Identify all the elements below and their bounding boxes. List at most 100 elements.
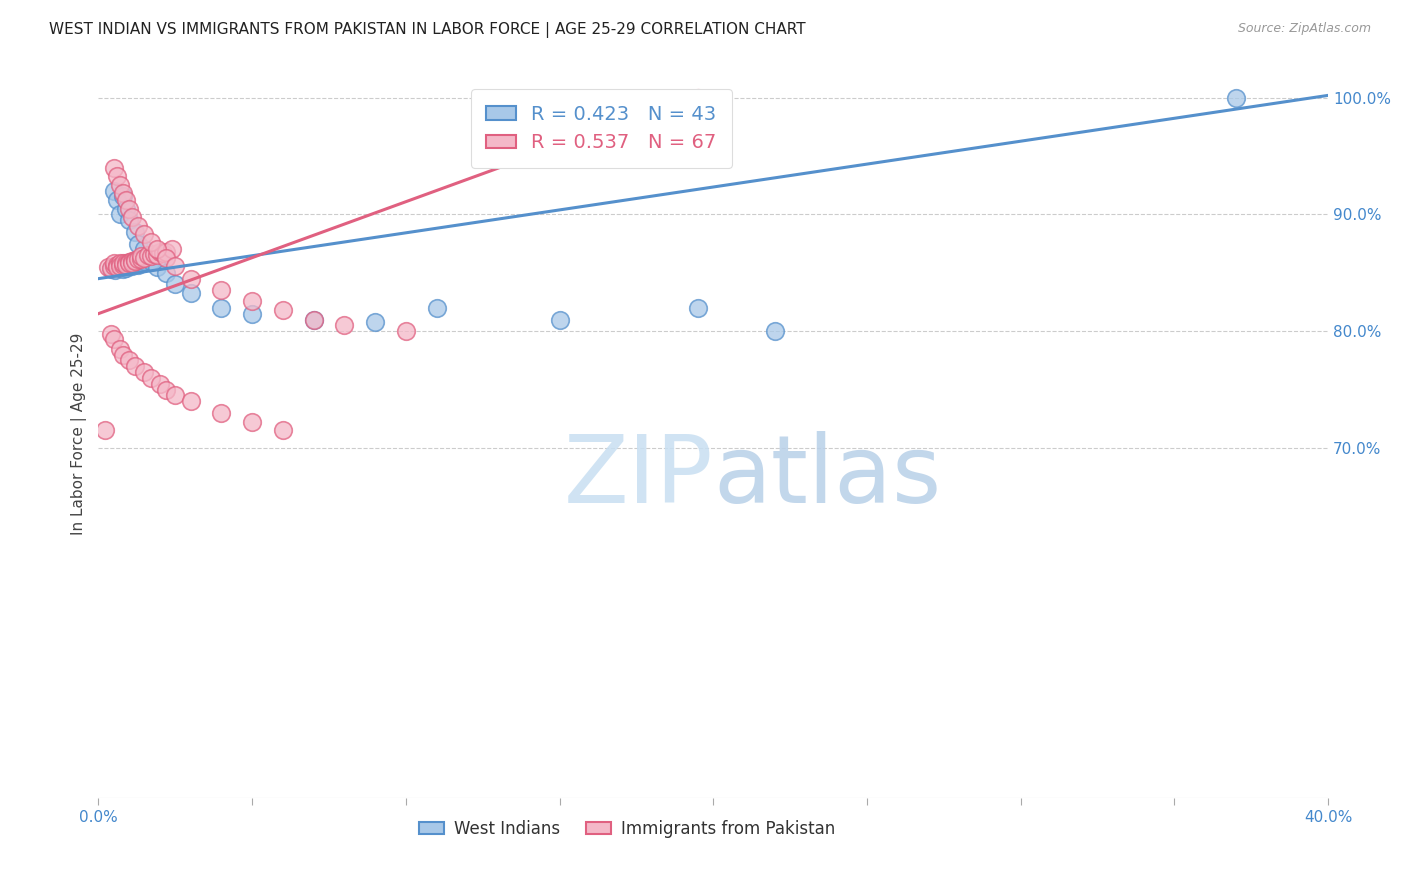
Point bbox=[686, 301, 709, 315]
Point bbox=[240, 307, 263, 321]
Point bbox=[118, 258, 141, 272]
Point bbox=[121, 259, 143, 273]
Point bbox=[131, 255, 153, 269]
Point bbox=[105, 260, 128, 274]
Text: Source: ZipAtlas.com: Source: ZipAtlas.com bbox=[1237, 22, 1371, 36]
Point bbox=[115, 194, 138, 208]
Point bbox=[108, 259, 131, 273]
Point bbox=[108, 342, 131, 356]
Point bbox=[115, 258, 138, 272]
Point bbox=[548, 312, 571, 326]
Y-axis label: In Labor Force | Age 25-29: In Labor Force | Age 25-29 bbox=[72, 332, 87, 534]
Point bbox=[103, 256, 125, 270]
Point bbox=[118, 256, 141, 270]
Point bbox=[134, 243, 156, 257]
Legend: West Indians, Immigrants from Pakistan: West Indians, Immigrants from Pakistan bbox=[413, 814, 842, 845]
Point bbox=[302, 312, 325, 326]
Point bbox=[118, 353, 141, 368]
Point bbox=[160, 243, 183, 257]
Point bbox=[124, 254, 146, 268]
Point bbox=[165, 259, 187, 273]
Point bbox=[136, 248, 159, 262]
Point bbox=[118, 259, 141, 273]
Point bbox=[180, 394, 202, 409]
Point bbox=[127, 219, 149, 233]
Point bbox=[118, 202, 141, 216]
Point bbox=[118, 213, 141, 227]
Point bbox=[108, 207, 131, 221]
Point bbox=[149, 244, 172, 259]
Point bbox=[105, 194, 128, 208]
Point bbox=[124, 225, 146, 239]
Point bbox=[425, 301, 447, 315]
Point bbox=[118, 255, 141, 269]
Point bbox=[139, 254, 162, 268]
Point bbox=[111, 347, 134, 361]
Point bbox=[240, 415, 263, 429]
Point bbox=[139, 235, 162, 250]
Point bbox=[100, 326, 122, 341]
Point bbox=[180, 285, 202, 300]
Point bbox=[302, 312, 325, 326]
Point bbox=[763, 324, 786, 338]
Point bbox=[121, 254, 143, 268]
Point bbox=[155, 266, 177, 280]
Point bbox=[103, 161, 125, 175]
Point bbox=[209, 283, 232, 297]
Point bbox=[165, 277, 187, 292]
Point bbox=[180, 271, 202, 285]
Point bbox=[134, 254, 156, 268]
Point bbox=[121, 256, 143, 270]
Point bbox=[139, 252, 162, 266]
Point bbox=[105, 169, 128, 183]
Point bbox=[111, 188, 134, 202]
Point bbox=[155, 383, 177, 397]
Point bbox=[108, 178, 131, 193]
Point bbox=[103, 184, 125, 198]
Point bbox=[111, 262, 134, 277]
Point bbox=[364, 315, 387, 329]
Point bbox=[165, 388, 187, 402]
Point bbox=[395, 324, 418, 338]
Point bbox=[240, 293, 263, 308]
Point bbox=[139, 371, 162, 385]
Point bbox=[104, 263, 127, 277]
Text: ZIP: ZIP bbox=[564, 431, 713, 523]
Point bbox=[209, 406, 232, 420]
Point bbox=[145, 243, 167, 257]
Point bbox=[1225, 91, 1247, 105]
Point bbox=[105, 260, 128, 274]
Point bbox=[142, 247, 165, 261]
Point bbox=[155, 251, 177, 265]
Point bbox=[124, 359, 146, 374]
Point bbox=[134, 227, 156, 242]
Point bbox=[139, 250, 162, 264]
Point bbox=[110, 260, 132, 274]
Point bbox=[145, 248, 167, 262]
Point bbox=[105, 258, 128, 272]
Point bbox=[100, 262, 122, 277]
Point bbox=[103, 332, 125, 346]
Point bbox=[127, 236, 149, 251]
Point bbox=[108, 261, 131, 276]
Point bbox=[271, 424, 294, 438]
Point bbox=[97, 260, 120, 274]
Text: WEST INDIAN VS IMMIGRANTS FROM PAKISTAN IN LABOR FORCE | AGE 25-29 CORRELATION C: WEST INDIAN VS IMMIGRANTS FROM PAKISTAN … bbox=[49, 22, 806, 38]
Point bbox=[149, 376, 172, 391]
Point bbox=[134, 251, 156, 265]
Point bbox=[155, 244, 177, 259]
Point bbox=[127, 252, 149, 266]
Point bbox=[108, 259, 131, 273]
Point bbox=[127, 258, 149, 272]
Point bbox=[134, 365, 156, 379]
Point bbox=[115, 202, 138, 216]
Point bbox=[115, 256, 138, 270]
Point bbox=[100, 261, 122, 276]
Point bbox=[333, 318, 356, 333]
Point bbox=[108, 256, 131, 270]
Point bbox=[111, 256, 134, 270]
Point bbox=[115, 261, 138, 276]
Point bbox=[152, 246, 174, 260]
Point bbox=[111, 186, 134, 201]
Point bbox=[103, 259, 125, 273]
